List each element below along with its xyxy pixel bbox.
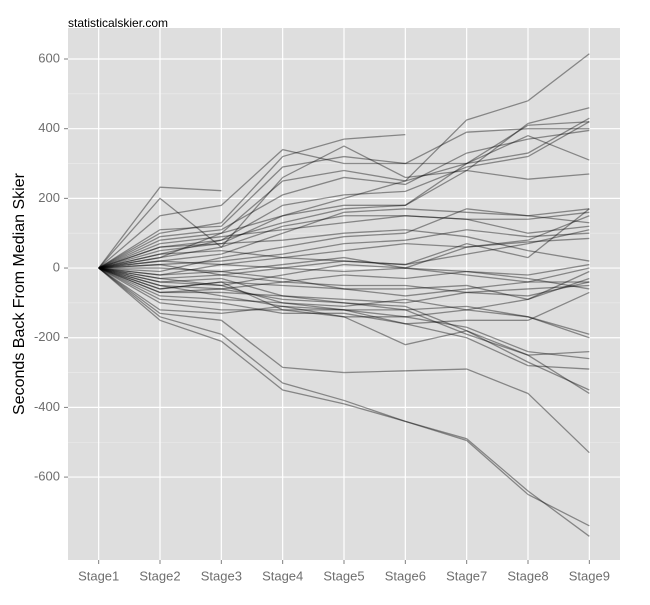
series-line bbox=[98, 133, 406, 269]
series-line bbox=[98, 229, 590, 269]
series-line bbox=[98, 215, 590, 269]
series-line bbox=[98, 237, 590, 276]
series-line bbox=[98, 267, 590, 391]
series-line bbox=[98, 215, 590, 273]
y-tick-label: -200 bbox=[34, 329, 60, 344]
x-tick-label: Stage4 bbox=[262, 568, 303, 583]
series-line bbox=[98, 134, 590, 269]
y-tick-label: 200 bbox=[38, 190, 60, 205]
series-line bbox=[98, 263, 590, 290]
x-tick-label: Stage6 bbox=[385, 568, 426, 583]
series-line bbox=[98, 263, 590, 290]
series-line bbox=[98, 229, 590, 269]
series-line bbox=[98, 211, 590, 269]
series-line bbox=[98, 267, 590, 301]
series-line bbox=[98, 229, 590, 280]
series-line bbox=[98, 53, 590, 269]
series-line bbox=[98, 107, 590, 269]
x-tick-label: Stage2 bbox=[139, 568, 180, 583]
series-line bbox=[98, 267, 590, 370]
series-line bbox=[98, 267, 590, 454]
series-line bbox=[98, 208, 590, 269]
x-tick-label: Stage3 bbox=[201, 568, 242, 583]
series-line bbox=[98, 267, 590, 339]
series-line bbox=[98, 267, 590, 297]
series-line bbox=[98, 121, 590, 269]
series-line bbox=[98, 267, 590, 395]
series-line bbox=[98, 267, 590, 537]
y-axis-label: Seconds Back From Median Skier bbox=[11, 172, 28, 415]
y-tick-label: 0 bbox=[53, 259, 60, 274]
series-line bbox=[98, 121, 590, 269]
series-line bbox=[98, 208, 590, 269]
series-line bbox=[98, 186, 222, 269]
series-line bbox=[98, 169, 590, 269]
series-line bbox=[98, 267, 590, 325]
series-line bbox=[98, 267, 590, 527]
x-tick-label: Stage9 bbox=[569, 568, 610, 583]
series-line bbox=[98, 263, 590, 297]
series-line bbox=[98, 267, 590, 356]
y-tick-label: -400 bbox=[34, 399, 60, 414]
series-line bbox=[98, 129, 590, 269]
x-tick-label: Stage8 bbox=[507, 568, 548, 583]
y-tick-label: 400 bbox=[38, 120, 60, 135]
series-line bbox=[98, 260, 590, 283]
series-line bbox=[98, 267, 590, 335]
y-tick-label: 600 bbox=[38, 50, 60, 65]
source: statisticalskier.com bbox=[68, 16, 168, 30]
series-line bbox=[98, 267, 590, 304]
x-tick-label: Stage1 bbox=[78, 568, 119, 583]
series-line bbox=[98, 267, 590, 360]
x-tick-label: Stage5 bbox=[323, 568, 364, 583]
series-line bbox=[98, 208, 590, 273]
x-tick-label: Stage7 bbox=[446, 568, 487, 583]
series-line bbox=[98, 128, 590, 269]
series-line bbox=[98, 117, 590, 269]
series-line bbox=[98, 267, 590, 311]
y-tick-label: -600 bbox=[34, 469, 60, 484]
